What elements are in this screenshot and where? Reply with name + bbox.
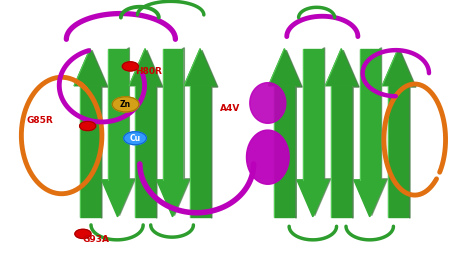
- Polygon shape: [400, 50, 416, 218]
- Polygon shape: [382, 49, 414, 86]
- Polygon shape: [174, 48, 191, 216]
- Polygon shape: [147, 50, 163, 218]
- Circle shape: [112, 97, 139, 112]
- Polygon shape: [325, 49, 357, 86]
- Polygon shape: [354, 180, 386, 217]
- Polygon shape: [286, 50, 302, 218]
- Text: Cu: Cu: [129, 134, 141, 143]
- Polygon shape: [315, 48, 331, 216]
- Polygon shape: [190, 86, 210, 217]
- Polygon shape: [74, 49, 106, 86]
- Circle shape: [122, 62, 138, 71]
- Polygon shape: [274, 86, 294, 217]
- Polygon shape: [246, 130, 289, 184]
- Text: G85R: G85R: [26, 116, 53, 125]
- Polygon shape: [303, 49, 323, 180]
- Polygon shape: [135, 86, 155, 217]
- Text: A4V: A4V: [220, 104, 241, 113]
- Polygon shape: [80, 86, 100, 217]
- Polygon shape: [297, 180, 329, 217]
- Polygon shape: [360, 49, 380, 180]
- Text: G93A: G93A: [83, 235, 110, 244]
- Polygon shape: [92, 50, 108, 218]
- Polygon shape: [372, 48, 388, 216]
- Polygon shape: [184, 49, 216, 86]
- Text: H80R: H80R: [135, 67, 162, 76]
- Polygon shape: [268, 49, 301, 86]
- Polygon shape: [129, 49, 161, 86]
- Polygon shape: [343, 50, 359, 218]
- Polygon shape: [388, 86, 408, 217]
- Text: Zn: Zn: [120, 100, 131, 109]
- Polygon shape: [108, 49, 128, 180]
- Polygon shape: [156, 180, 189, 217]
- Polygon shape: [101, 180, 134, 217]
- Polygon shape: [119, 48, 136, 216]
- Polygon shape: [163, 49, 182, 180]
- Polygon shape: [331, 86, 351, 217]
- Polygon shape: [250, 83, 286, 123]
- Circle shape: [80, 121, 96, 131]
- Polygon shape: [202, 50, 218, 218]
- Circle shape: [124, 132, 146, 145]
- Circle shape: [75, 229, 91, 238]
